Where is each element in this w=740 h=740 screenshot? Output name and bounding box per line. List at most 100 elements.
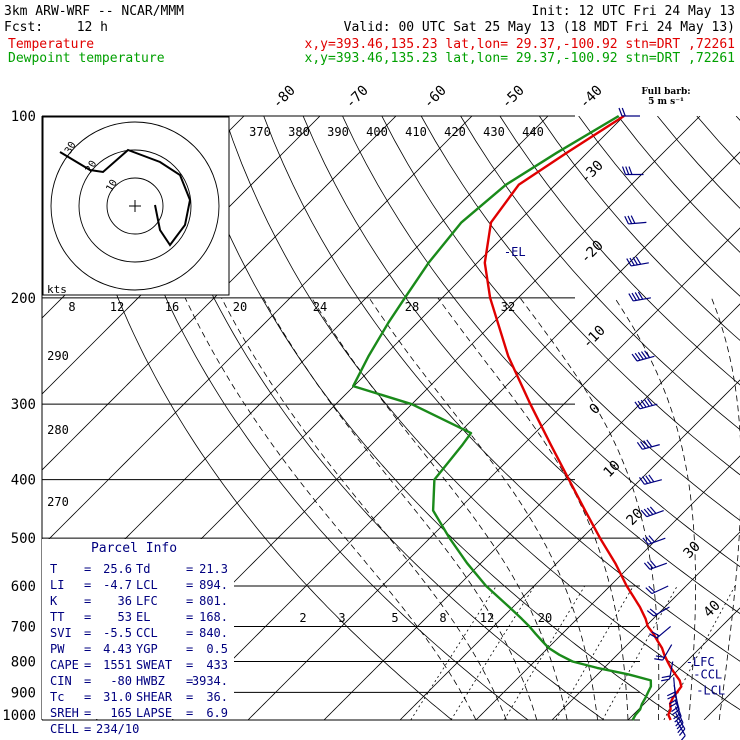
dry-adiabat-line xyxy=(499,116,740,386)
wind-barb-flag xyxy=(629,257,635,266)
wind-barb xyxy=(640,506,664,518)
dry-adiabat-line xyxy=(420,116,740,476)
wind-barb xyxy=(638,474,662,485)
wind-barb xyxy=(626,256,649,267)
wind-barb-flag xyxy=(680,735,686,740)
legend-dewpoint-name: Dewpoint temperature xyxy=(8,51,165,66)
wind-barb-flag xyxy=(655,655,665,658)
wind-barb xyxy=(654,644,673,661)
parcel-param-name: SWEAT xyxy=(136,658,172,672)
isotherm-label: -40 xyxy=(577,83,606,112)
parcel-param-value: 3934. xyxy=(192,674,228,688)
parcel-equals: = xyxy=(84,578,91,592)
moist-adiabat-line xyxy=(311,297,568,720)
wind-barb xyxy=(628,291,652,302)
dry-adiabat-line xyxy=(224,116,740,711)
wind-barb-flag xyxy=(651,631,660,637)
isotherm-line xyxy=(171,151,740,720)
wind-barb-flag xyxy=(634,352,641,361)
init-time: Init: 12 UTC Fri 24 May 13 xyxy=(532,4,736,19)
parcel-param-name: SVI xyxy=(50,626,72,640)
isotherm-line xyxy=(42,116,397,471)
wind-barb xyxy=(642,535,666,545)
isotherm-line xyxy=(42,116,321,395)
wind-barb-flag xyxy=(667,694,676,700)
parcel-equals: = xyxy=(186,658,193,672)
dry-adiabat-line xyxy=(657,116,740,209)
wind-barb xyxy=(667,677,676,700)
parcel-equals: = xyxy=(84,674,91,688)
parcel-equals: = xyxy=(84,722,91,736)
wind-barb-flag xyxy=(643,440,650,448)
wind-barb-flag xyxy=(640,509,648,518)
wind-barb xyxy=(618,107,640,117)
dry-adiabat-line xyxy=(105,116,529,720)
wind-barb-flag xyxy=(646,561,654,569)
parcel-equals: = xyxy=(186,610,193,624)
theta-label: 410 xyxy=(405,125,427,139)
level-annotation: -LFC xyxy=(686,655,715,669)
wind-barb-flag xyxy=(661,675,671,679)
wind-barb-flag xyxy=(644,350,651,359)
wind-barb-flag xyxy=(634,292,641,301)
theta-label: 440 xyxy=(522,125,544,139)
parcel-info-title: Parcel Info xyxy=(91,541,177,556)
barb-legend-line1: Full barb: xyxy=(641,87,690,97)
parcel-param-name: TT xyxy=(50,610,64,624)
pressure-tick-label: 900 xyxy=(11,685,36,701)
isotherm-label: 0 xyxy=(587,401,604,418)
parcel-param-value: 1551 xyxy=(103,658,132,672)
wind-barb xyxy=(643,560,668,570)
parcel-param-value: 840. xyxy=(199,626,228,640)
wind-barb-flag xyxy=(636,441,643,450)
wind-barb xyxy=(645,585,669,595)
mixing-ratio-label: 2 xyxy=(299,611,306,625)
theta-label: 400 xyxy=(366,125,388,139)
parcel-equals: = xyxy=(186,626,193,640)
wind-barb-flag xyxy=(671,709,680,716)
parcel-info-background xyxy=(42,539,234,719)
wind-barbs xyxy=(618,107,686,740)
parcel-param-name: LAPSE xyxy=(136,706,172,720)
wind-barb-flag xyxy=(628,166,633,175)
pressure-tick-label: 100 xyxy=(11,109,36,125)
parcel-param-value: 53 xyxy=(118,610,132,624)
wind-barb-flag xyxy=(627,215,633,224)
hodograph-axis-label: 32 xyxy=(501,300,515,314)
wind-barb-flag xyxy=(630,215,636,224)
fcst-label: Fcst: xyxy=(4,20,43,35)
wind-barb-flag xyxy=(642,476,649,484)
wind-barb xyxy=(636,439,660,450)
parcel-param-value: 0.5 xyxy=(206,642,228,656)
wind-barb-flag xyxy=(645,475,652,483)
wind-barb xyxy=(646,606,670,617)
parcel-param-value: 168. xyxy=(199,610,228,624)
parcel-param-name: PW xyxy=(50,642,65,656)
temperature-trace xyxy=(483,114,683,721)
parcel-equals: = xyxy=(84,706,91,720)
parcel-equals: = xyxy=(84,626,91,640)
parcel-param-name: CIN xyxy=(50,674,72,688)
hodograph-axis-label: 20 xyxy=(233,300,247,314)
legend-temperature-info: x,y=393.46,135.23 lat,lon= 29.37,-100.92… xyxy=(305,37,735,52)
wind-barb-flag xyxy=(646,439,653,448)
wind-barb-flag xyxy=(631,292,637,301)
wind-barb-flag xyxy=(676,722,684,730)
dry-adiabat-line xyxy=(263,116,740,662)
hodograph-axis-label: 12 xyxy=(110,300,124,314)
wind-barb-flag xyxy=(635,256,642,265)
wind-barb-flag xyxy=(667,691,676,697)
fcst-value: 12 h xyxy=(77,20,108,35)
level-annotation: -EL xyxy=(504,245,526,259)
wind-barb-flag xyxy=(649,560,657,568)
wind-barb xyxy=(649,625,672,639)
wind-barb-flag xyxy=(661,678,670,682)
wind-barb xyxy=(675,719,686,740)
theta-label: 370 xyxy=(249,125,271,139)
wind-barb-flag xyxy=(671,706,679,713)
parcel-param-name: CELL xyxy=(50,722,79,736)
wind-barb-flag xyxy=(621,107,626,117)
mixing-ratio-line xyxy=(503,585,586,720)
isotherm-label: 40 xyxy=(701,598,724,621)
parcel-param-name: LI xyxy=(50,578,64,592)
